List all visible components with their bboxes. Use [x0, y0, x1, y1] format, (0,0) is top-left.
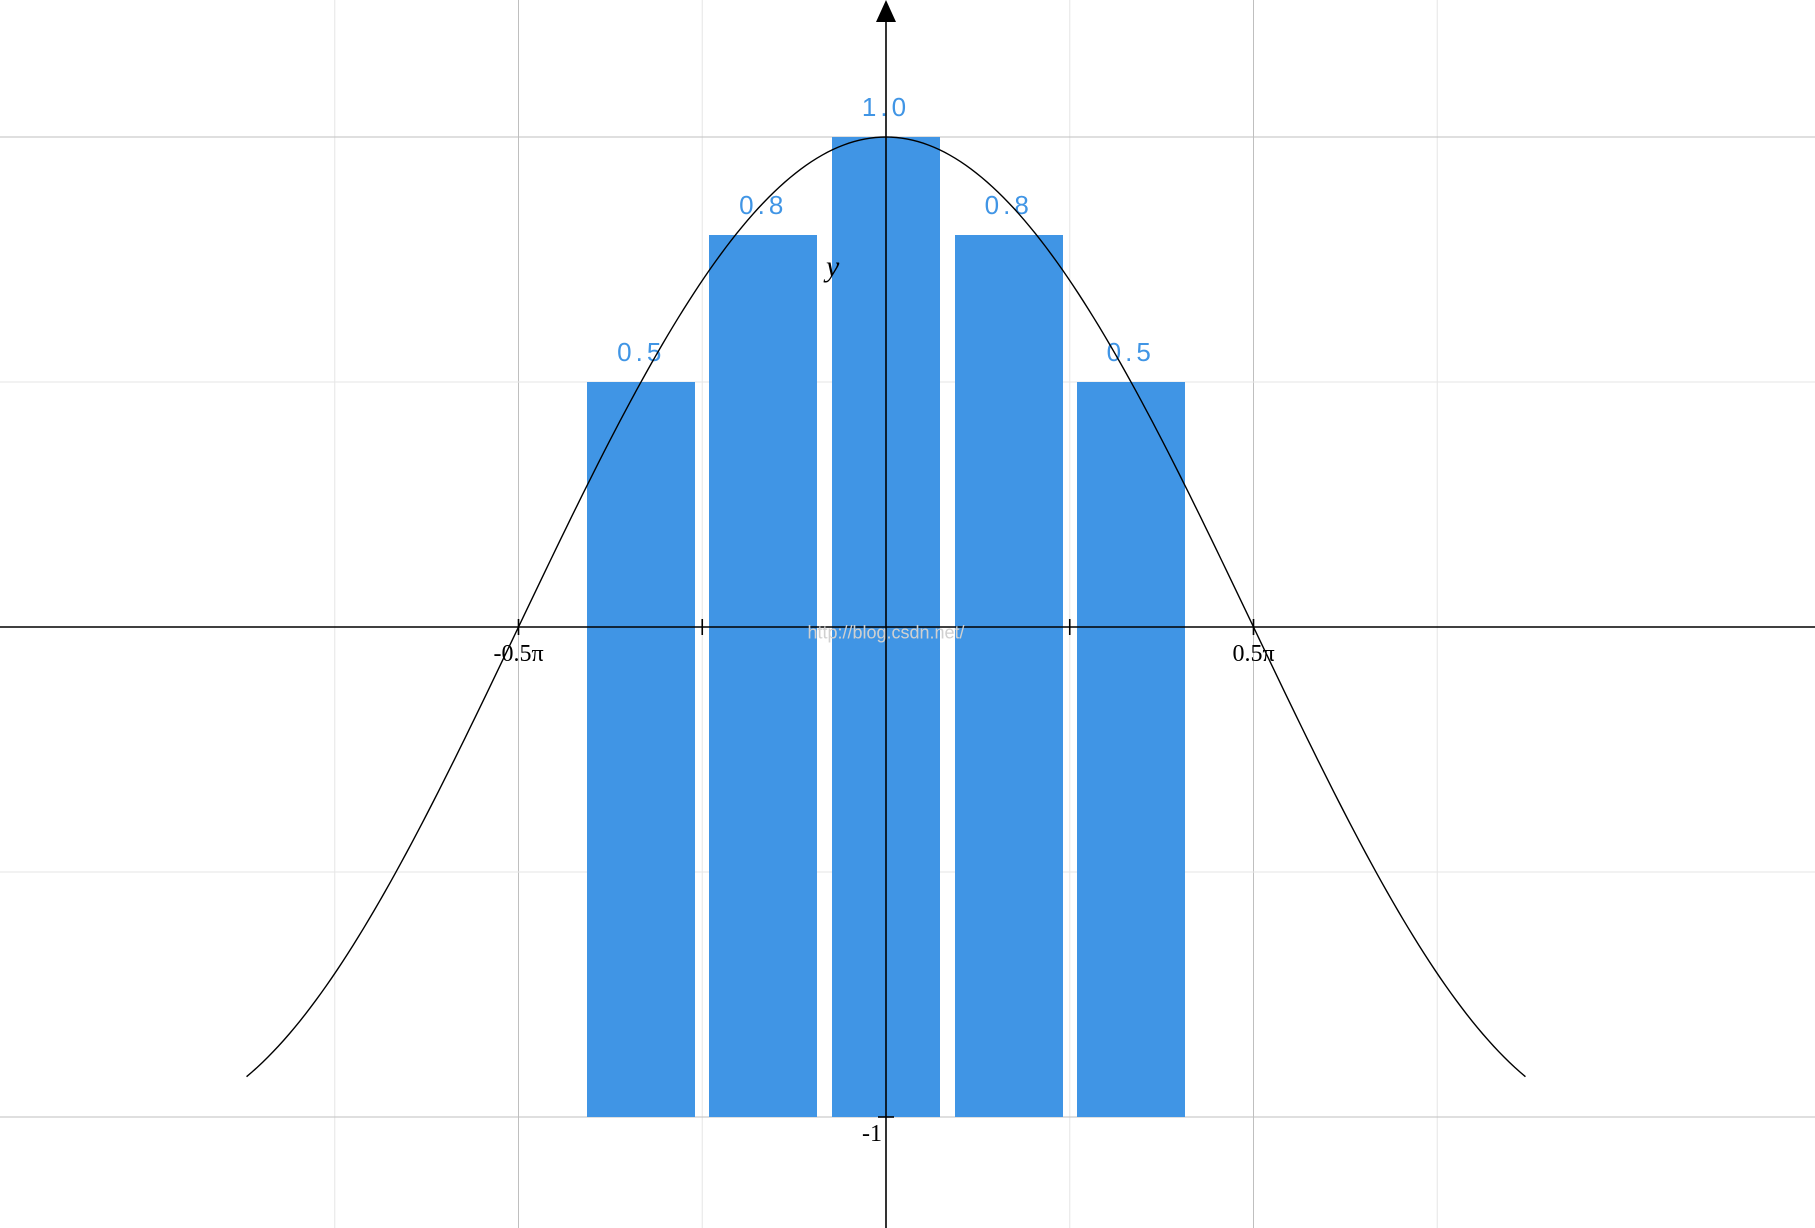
y-axis-label: y	[826, 250, 839, 284]
axes-layer	[0, 0, 1815, 1228]
watermark-text: http://blog.csdn.net/	[807, 623, 964, 644]
chart-plot: 0.50.81.00.80.5 -0.5π0.5π-1yhttp://blog.…	[0, 0, 1815, 1228]
x-tick-label-1: 0.5π	[1232, 641, 1274, 668]
y-tick-neg1-label: -1	[862, 1121, 882, 1148]
x-tick-label-0: -0.5π	[493, 641, 543, 668]
